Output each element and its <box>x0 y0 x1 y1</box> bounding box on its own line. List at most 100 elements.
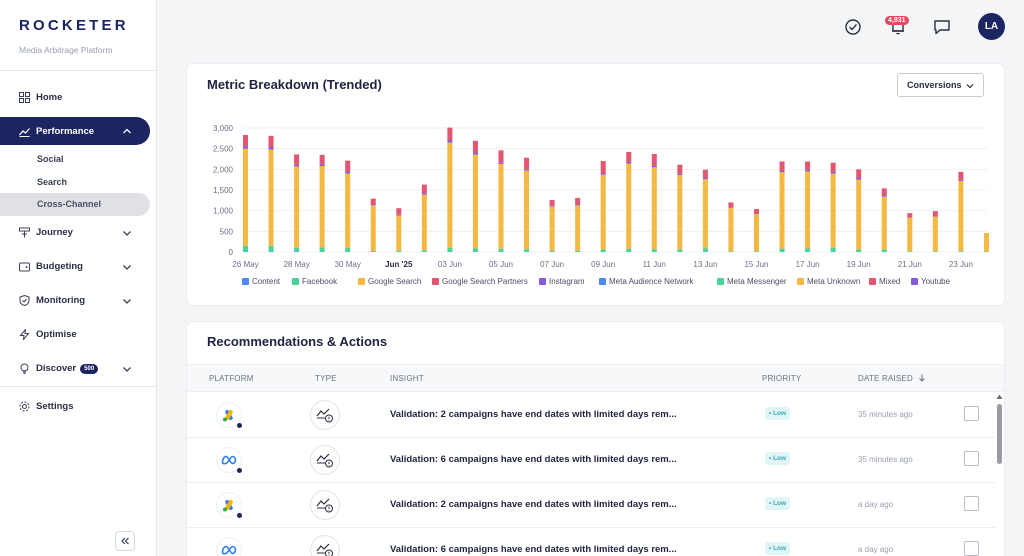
trend-alert-icon <box>316 543 333 556</box>
sidebar-item-journey[interactable]: Journey <box>0 216 157 250</box>
bar-segment <box>626 161 632 164</box>
grid-icon <box>19 91 30 103</box>
x-tick-label: 21 Jun <box>898 260 922 269</box>
date-raised: 35 minutes ago <box>858 455 913 464</box>
bar-segment <box>677 249 683 252</box>
chat-icon[interactable] <box>933 18 951 36</box>
priority-badge: • Low <box>765 452 791 465</box>
check-circle-icon[interactable] <box>844 18 862 36</box>
sidebar-nav: Home Performance Social Search Cross-Cha… <box>0 80 157 386</box>
column-header-date-raised[interactable]: DATE RAISED <box>858 374 926 383</box>
chevron-down-icon <box>966 84 974 89</box>
bar-segment <box>728 251 734 252</box>
legend-swatch <box>911 278 918 285</box>
sidebar-item-home[interactable]: Home <box>0 80 157 114</box>
bar-segment <box>600 161 606 174</box>
bar-segment <box>754 209 759 214</box>
bar-segment <box>779 161 785 171</box>
sidebar-subitem-social[interactable]: Social <box>37 154 64 165</box>
bar-segment <box>421 250 427 252</box>
bar-segment <box>958 180 964 252</box>
bar-segment <box>728 206 734 208</box>
bar-segment <box>319 164 325 167</box>
sidebar-item-performance[interactable]: Performance <box>0 117 150 145</box>
sidebar-item-monitoring[interactable]: Monitoring <box>0 284 157 318</box>
bar-segment <box>345 247 351 252</box>
insight-text[interactable]: Validation: 6 campaigns have end dates w… <box>390 454 677 465</box>
bar-segment <box>575 204 581 206</box>
insight-text[interactable]: Validation: 2 campaigns have end dates w… <box>390 499 677 510</box>
stacked-bar-chart: 0 500 1,000 1,500 2,000 2,500 3,000 26 May 28 Ma… <box>213 124 989 286</box>
x-tick-label: 05 Jun <box>489 260 513 269</box>
insight-text[interactable]: Validation: 2 campaigns have end dates w… <box>390 409 677 420</box>
trend-alert-icon <box>316 453 333 468</box>
bar-segment <box>421 193 427 195</box>
bar-segment <box>268 149 274 246</box>
row-checkbox[interactable] <box>964 496 979 511</box>
platform-logo <box>217 403 242 428</box>
avatar[interactable]: LA <box>978 13 1005 40</box>
table-row[interactable]: Validation: 6 campaigns have end dates w… <box>187 528 995 556</box>
table-row[interactable]: Validation: 2 campaigns have end dates w… <box>187 393 995 438</box>
sidebar-item-label: Monitoring <box>36 295 86 306</box>
legend-label: Google Search Partners <box>442 277 528 286</box>
sidebar-item-optimise[interactable]: Optimise <box>0 318 157 352</box>
budget-icon <box>19 261 30 272</box>
x-tick-label: 07 Jun <box>540 260 564 269</box>
bar-segment <box>524 170 530 250</box>
sidebar-subitem-cross-channel[interactable]: Cross-Channel <box>0 193 150 216</box>
trend-alert-icon <box>316 408 333 423</box>
bar-segment <box>524 157 530 170</box>
brand-subtitle: Media Arbitrage Platform <box>19 45 113 55</box>
date-raised: 35 minutes ago <box>858 410 913 419</box>
bar-segment <box>728 202 734 207</box>
insight-text[interactable]: Validation: 6 campaigns have end dates w… <box>390 544 677 555</box>
chevron-down-icon <box>123 298 131 304</box>
metric-dropdown[interactable]: Conversions <box>897 73 984 97</box>
bar-segment <box>779 170 785 173</box>
bulb-icon <box>19 363 30 374</box>
bar-segment <box>243 146 248 149</box>
row-checkbox[interactable] <box>964 541 979 556</box>
bar-segment <box>472 248 478 252</box>
legend-swatch <box>539 278 546 285</box>
legend-label: Facebook <box>302 277 338 286</box>
bar-segment <box>958 251 964 252</box>
x-tick-label: 17 Jun <box>796 260 820 269</box>
sidebar-item-budgeting[interactable]: Budgeting <box>0 250 157 284</box>
bar-segment <box>651 167 657 250</box>
sidebar-item-settings[interactable]: Settings <box>0 389 157 423</box>
row-checkbox[interactable] <box>964 451 979 466</box>
x-tick-label: 30 May <box>335 260 361 269</box>
meta-icon <box>221 545 237 555</box>
table-row[interactable]: Validation: 6 campaigns have end dates w… <box>187 438 995 483</box>
row-checkbox[interactable] <box>964 406 979 421</box>
bar-segment <box>243 135 248 147</box>
table-scrollbar[interactable] <box>995 393 1004 556</box>
bar-segment <box>575 250 581 252</box>
column-header-type: TYPE <box>315 374 337 383</box>
bar-segment <box>830 173 836 248</box>
bar-segment <box>779 172 785 249</box>
bar-segment <box>677 173 683 176</box>
bar-segment <box>626 248 632 252</box>
table-row[interactable]: Validation: 2 campaigns have end dates w… <box>187 483 995 528</box>
bar-segment <box>524 249 530 252</box>
collapse-sidebar-button[interactable] <box>115 531 135 551</box>
scrollbar-thumb[interactable] <box>997 404 1002 464</box>
sidebar-subitem-search[interactable]: Search <box>37 176 68 187</box>
status-dot <box>237 513 242 518</box>
date-raised: a day ago <box>858 500 894 509</box>
sidebar-item-discover[interactable]: Discover 500 <box>0 352 157 386</box>
bar-segment <box>805 248 811 252</box>
bar-segment <box>702 248 708 252</box>
bar-segment <box>243 148 248 246</box>
y-tick-label: 1,500 <box>213 186 234 195</box>
legend-label: Google Search <box>368 277 421 286</box>
bar-segment <box>932 216 938 252</box>
bar-segment <box>472 152 478 155</box>
bar-segment <box>447 142 453 248</box>
bar-segment <box>524 169 530 171</box>
legend-swatch <box>869 278 876 285</box>
bar-segment <box>932 251 938 252</box>
